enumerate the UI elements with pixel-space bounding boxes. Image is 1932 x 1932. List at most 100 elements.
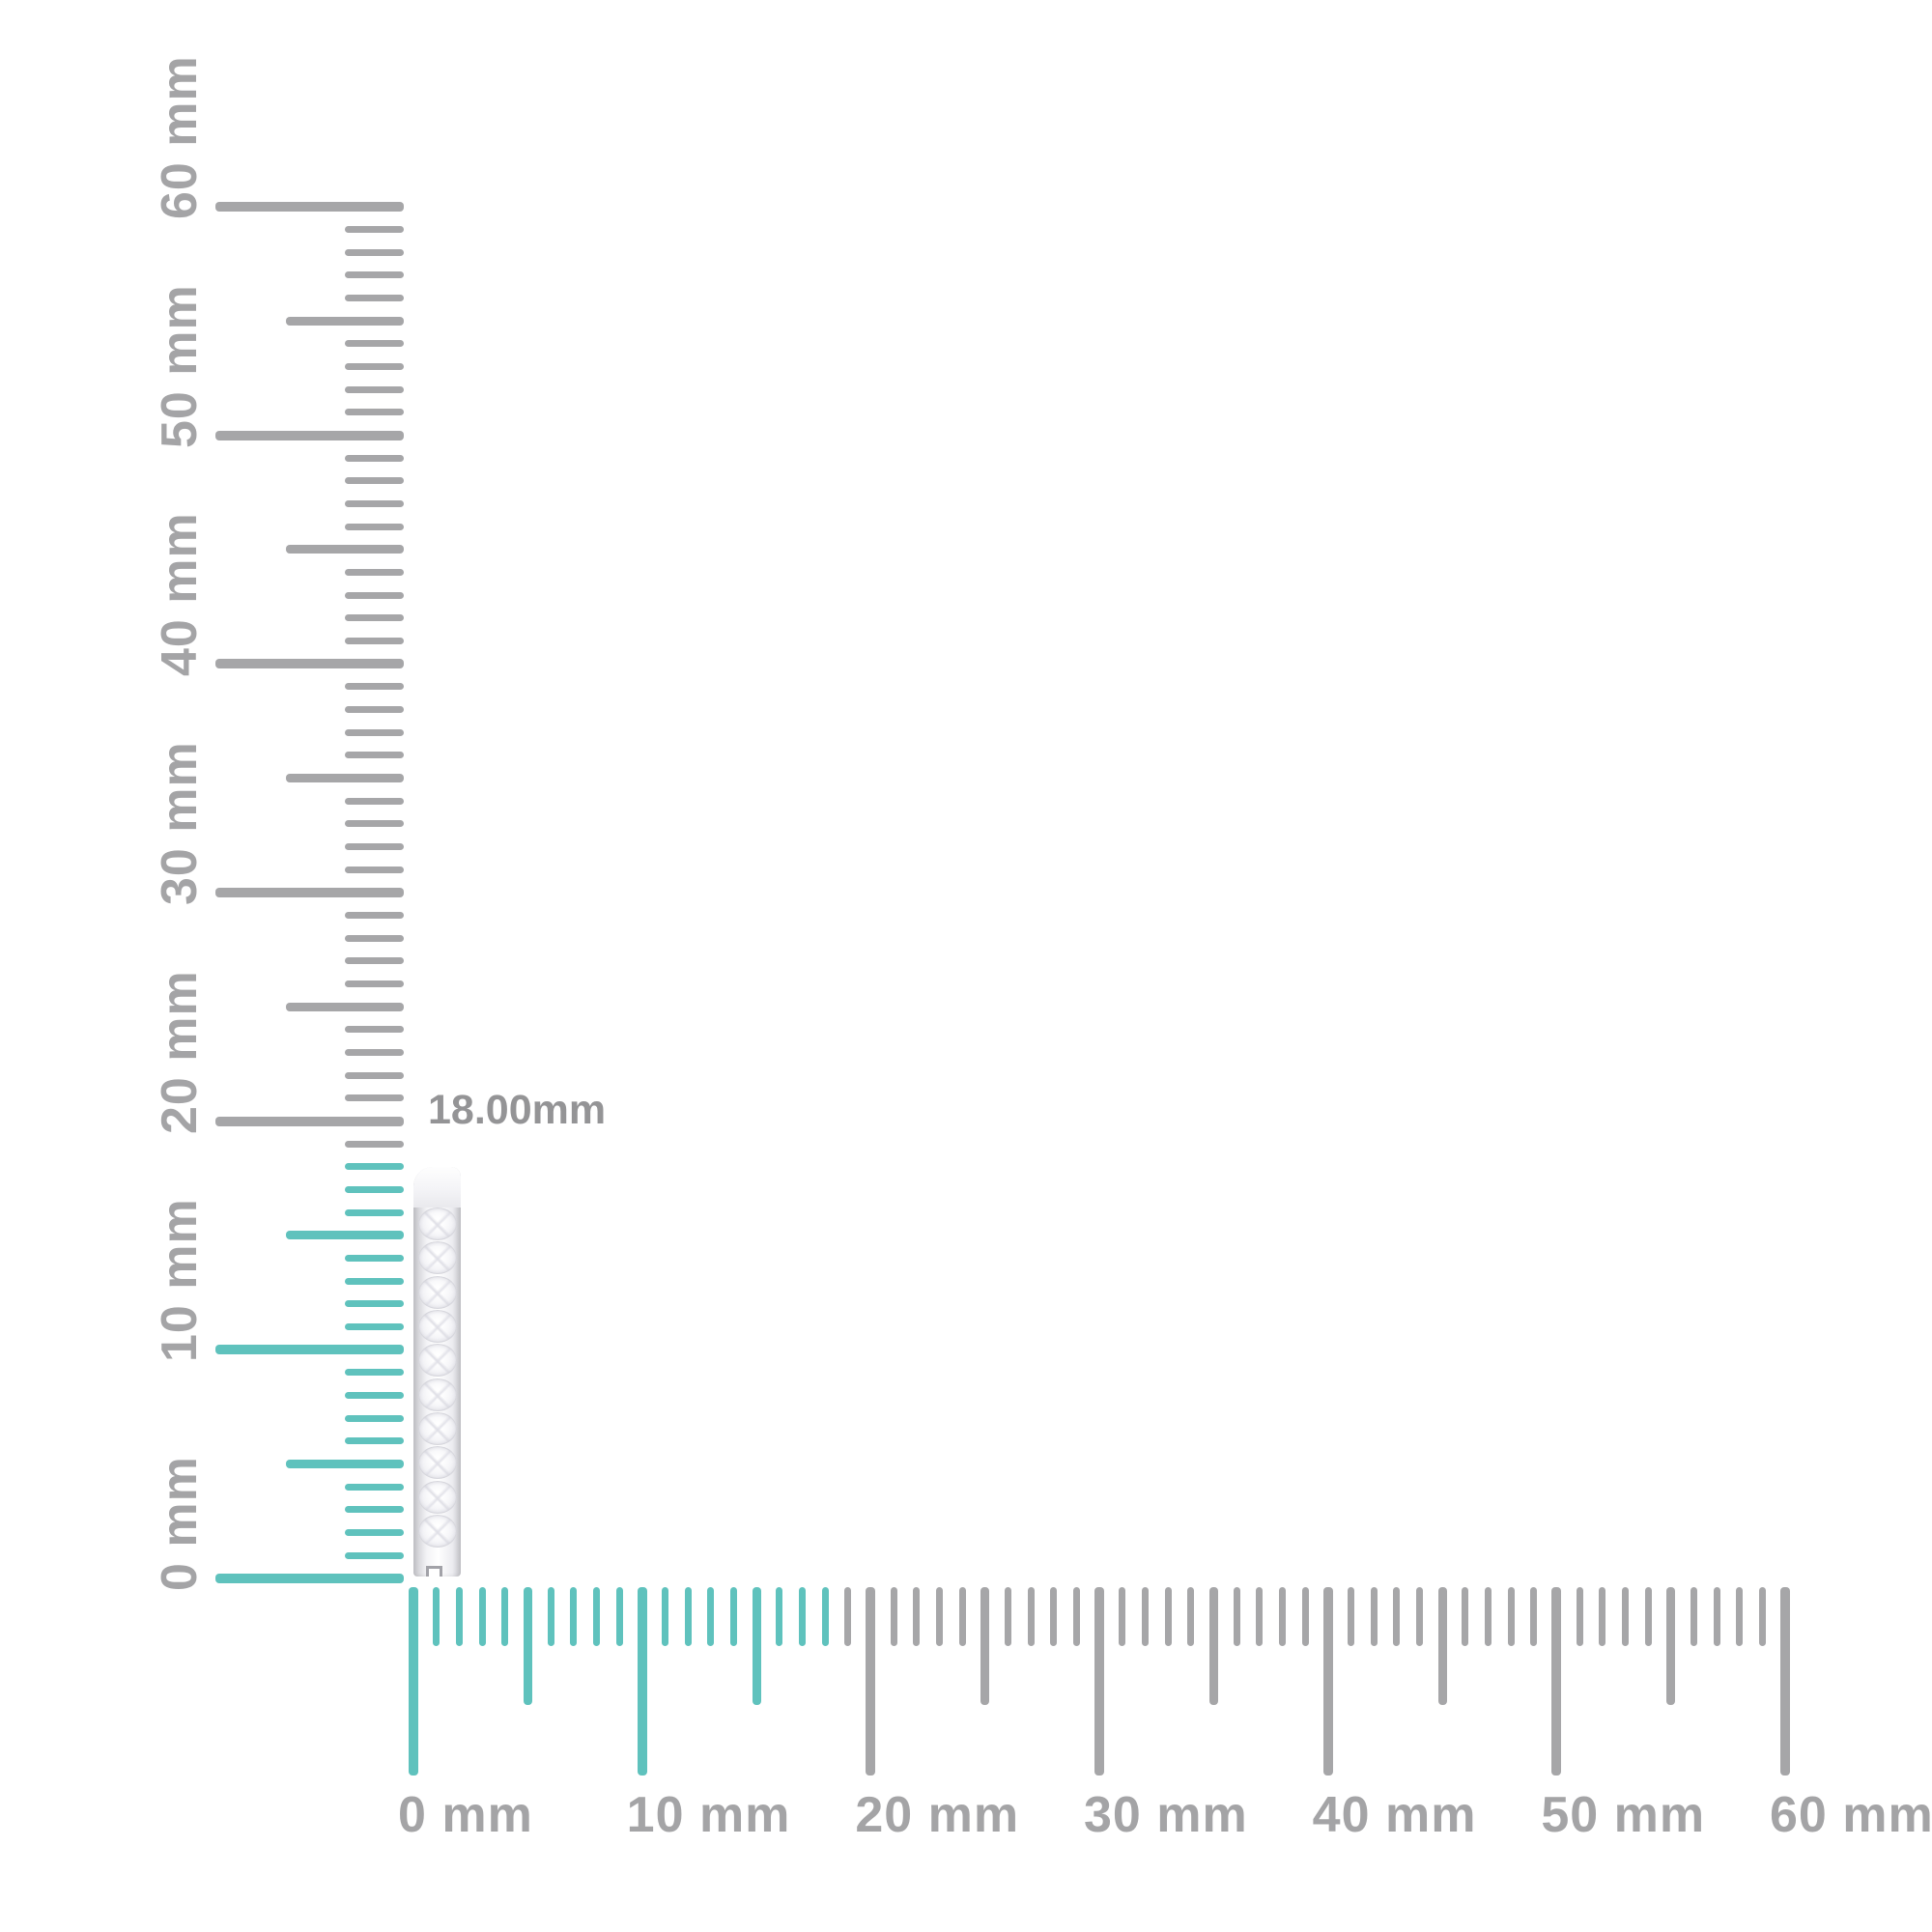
tick-mark-43mm <box>345 591 404 599</box>
tick-mark-31mm <box>345 866 404 873</box>
tick-mark-15mm <box>286 1231 404 1240</box>
tick-mark-32mm <box>1141 1587 1149 1646</box>
tick-mark-55mm <box>286 316 404 326</box>
tick-mark-6mm <box>345 1437 404 1445</box>
tick-mark-56mm <box>1690 1587 1697 1646</box>
earring-stone <box>417 1309 457 1343</box>
tick-mark-3mm <box>478 1587 486 1646</box>
tick-mark-5mm <box>286 1460 404 1469</box>
tick-mark-48mm <box>1507 1587 1515 1646</box>
tick-mark-17mm <box>345 1186 404 1194</box>
clasp-notch <box>426 1566 442 1577</box>
earring-stone <box>417 1480 457 1514</box>
tick-mark-42mm <box>1370 1587 1378 1646</box>
tick-mark-24mm <box>345 1026 404 1034</box>
tick-mark-39mm <box>1301 1587 1309 1646</box>
tick-mark-7mm <box>345 1414 404 1422</box>
tick-mark-53mm <box>345 363 404 371</box>
tick-mark-54mm <box>1644 1587 1652 1646</box>
tick-mark-46mm <box>1462 1587 1469 1646</box>
tick-mark-21mm <box>345 1094 404 1102</box>
tick-mark-7mm <box>570 1587 578 1646</box>
tick-mark-58mm <box>1736 1587 1744 1646</box>
tick-mark-32mm <box>345 843 404 851</box>
tick-mark-41mm <box>345 638 404 645</box>
tick-mark-46mm <box>345 523 404 530</box>
tick-mark-23mm <box>345 1049 404 1057</box>
tick-mark-36mm <box>1233 1587 1240 1646</box>
tick-mark-9mm <box>345 1369 404 1377</box>
vertical-ruler-label-30mm: 30 mm <box>152 741 208 905</box>
tick-mark-1mm <box>345 1551 404 1559</box>
tick-mark-6mm <box>547 1587 554 1646</box>
tick-mark-10mm <box>215 1345 404 1355</box>
tick-mark-60mm <box>215 201 404 212</box>
tick-mark-47mm <box>1484 1587 1492 1646</box>
earring-image <box>413 1167 461 1577</box>
tick-mark-16mm <box>345 1208 404 1216</box>
tick-mark-20mm <box>215 1116 404 1126</box>
earring-stone <box>417 1446 457 1480</box>
tick-mark-19mm <box>345 1140 404 1148</box>
tick-mark-9mm <box>615 1587 623 1646</box>
tick-mark-17mm <box>798 1587 806 1646</box>
earring-stone <box>417 1411 457 1445</box>
tick-mark-45mm <box>1437 1587 1447 1705</box>
horizontal-ruler-label-40mm: 40 mm <box>1312 1787 1477 1843</box>
tick-mark-37mm <box>1256 1587 1264 1646</box>
tick-mark-14mm <box>345 1255 404 1263</box>
tick-mark-13mm <box>707 1587 715 1646</box>
tick-mark-4mm <box>501 1587 509 1646</box>
tick-mark-29mm <box>1072 1587 1080 1646</box>
tick-mark-2mm <box>455 1587 463 1646</box>
tick-mark-30mm <box>1094 1587 1104 1776</box>
earring-stone <box>417 1378 457 1411</box>
tick-mark-12mm <box>345 1300 404 1308</box>
horizontal-ruler-label-60mm: 60 mm <box>1770 1787 1932 1843</box>
tick-mark-36mm <box>345 752 404 759</box>
measurement-label: 18.00mm <box>428 1087 607 1133</box>
tick-mark-4mm <box>345 1483 404 1491</box>
tick-mark-18mm <box>821 1587 829 1646</box>
tick-mark-31mm <box>1119 1587 1126 1646</box>
tick-mark-13mm <box>345 1277 404 1285</box>
tick-mark-39mm <box>345 683 404 691</box>
vertical-ruler-label-50mm: 50 mm <box>152 283 208 448</box>
horizontal-ruler-label-10mm: 10 mm <box>626 1787 791 1843</box>
tick-mark-45mm <box>286 545 404 554</box>
tick-mark-40mm <box>1322 1587 1333 1776</box>
tick-mark-25mm <box>286 1002 404 1011</box>
tick-mark-57mm <box>345 271 404 279</box>
tick-mark-56mm <box>345 295 404 302</box>
tick-mark-8mm <box>345 1392 404 1400</box>
tick-mark-58mm <box>345 248 404 256</box>
tick-mark-8mm <box>592 1587 600 1646</box>
vertical-ruler-label-60mm: 60 mm <box>152 55 208 219</box>
earring-stone <box>417 1208 457 1240</box>
tick-mark-26mm <box>345 980 404 988</box>
tick-mark-0mm <box>409 1587 418 1776</box>
tick-mark-49mm <box>345 454 404 462</box>
tick-mark-11mm <box>661 1587 668 1646</box>
vertical-ruler-label-0mm: 0 mm <box>152 1456 208 1591</box>
earring-top-cap <box>413 1167 461 1208</box>
tick-mark-14mm <box>729 1587 737 1646</box>
tick-mark-55mm <box>1666 1587 1676 1705</box>
tick-mark-44mm <box>345 569 404 577</box>
tick-mark-37mm <box>345 728 404 736</box>
tick-mark-20mm <box>866 1587 876 1776</box>
tick-mark-48mm <box>345 477 404 485</box>
tick-mark-5mm <box>523 1587 532 1705</box>
tick-mark-49mm <box>1530 1587 1538 1646</box>
tick-mark-16mm <box>776 1587 783 1646</box>
tick-mark-34mm <box>1187 1587 1195 1646</box>
tick-mark-30mm <box>215 887 404 897</box>
tick-mark-41mm <box>1347 1587 1354 1646</box>
horizontal-ruler-label-20mm: 20 mm <box>855 1787 1020 1843</box>
tick-mark-57mm <box>1713 1587 1720 1646</box>
vertical-ruler-label-10mm: 10 mm <box>152 1198 208 1363</box>
tick-mark-42mm <box>345 614 404 622</box>
tick-mark-38mm <box>345 706 404 714</box>
vertical-ruler-label-20mm: 20 mm <box>152 969 208 1134</box>
tick-mark-51mm <box>1576 1587 1583 1646</box>
